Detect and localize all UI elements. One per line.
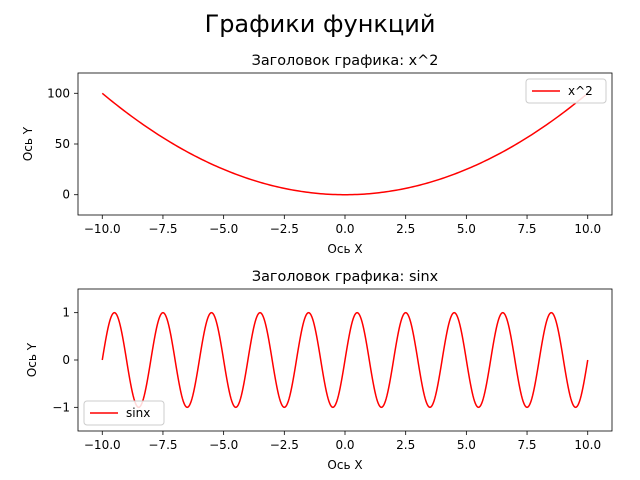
x-tick-label: −5.0 bbox=[209, 438, 238, 452]
x-tick-label: 10.0 bbox=[574, 438, 601, 452]
subplot-title: Заголовок графика: sinx bbox=[252, 269, 439, 285]
legend-label: x^2 bbox=[568, 84, 593, 98]
legend-box bbox=[525, 78, 607, 104]
legend-box bbox=[83, 400, 165, 426]
subplot-2: Заголовок графика: sinx−10.0 −7.5 −5.0 −2.5… bbox=[25, 269, 613, 472]
y-tick-label: 100 bbox=[47, 86, 70, 100]
x-tick-label: −5.0 bbox=[209, 222, 238, 236]
x-tick-label: 2.5 bbox=[396, 438, 415, 452]
y-tick-label: −1 bbox=[52, 400, 70, 414]
x-tick-label: 7.5 bbox=[517, 222, 536, 236]
y-tick-label: 0 bbox=[62, 353, 70, 367]
legend: sinx bbox=[83, 400, 165, 426]
x-tick-label: −7.5 bbox=[148, 222, 177, 236]
x-tick-label: −7.5 bbox=[148, 438, 177, 452]
series-line-x^2 bbox=[101, 92, 589, 196]
y-axis-label: Ось Y bbox=[21, 126, 35, 161]
x-tick-label: −2.5 bbox=[270, 438, 299, 452]
y-tick-label: 0 bbox=[62, 188, 70, 202]
subplot-title: Заголовок графика: x^2 bbox=[252, 53, 439, 69]
x-tick-label: 7.5 bbox=[517, 438, 536, 452]
x-tick-label: 5.0 bbox=[457, 222, 476, 236]
y-tick-label: 1 bbox=[62, 306, 70, 320]
x-tick-label: −10.0 bbox=[84, 438, 121, 452]
x-tick-label: 10.0 bbox=[574, 222, 601, 236]
y-tick-label: 50 bbox=[55, 137, 70, 151]
x-tick-label: −10.0 bbox=[84, 222, 121, 236]
x-axis-label: Ось X bbox=[327, 458, 362, 472]
legend-label: sinx bbox=[126, 406, 150, 420]
x-tick-label: 0.0 bbox=[335, 222, 354, 236]
subplot-1: Заголовок графика: x^2 −10.0 −7.5 −5.0 −2.5 0… bbox=[21, 53, 613, 256]
x-tick-label: 0.0 bbox=[335, 438, 354, 452]
x-axis-label: Ось X bbox=[327, 242, 362, 256]
x-tick-label: 5.0 bbox=[457, 438, 476, 452]
x-tick-label: 2.5 bbox=[396, 222, 415, 236]
legend: x^2 bbox=[525, 78, 607, 104]
y-axis-label: Ось Y bbox=[25, 342, 39, 377]
figure-suptitle: Графики функций bbox=[205, 10, 436, 38]
series-line-sinx bbox=[101, 311, 589, 409]
x-tick-label: −2.5 bbox=[270, 222, 299, 236]
